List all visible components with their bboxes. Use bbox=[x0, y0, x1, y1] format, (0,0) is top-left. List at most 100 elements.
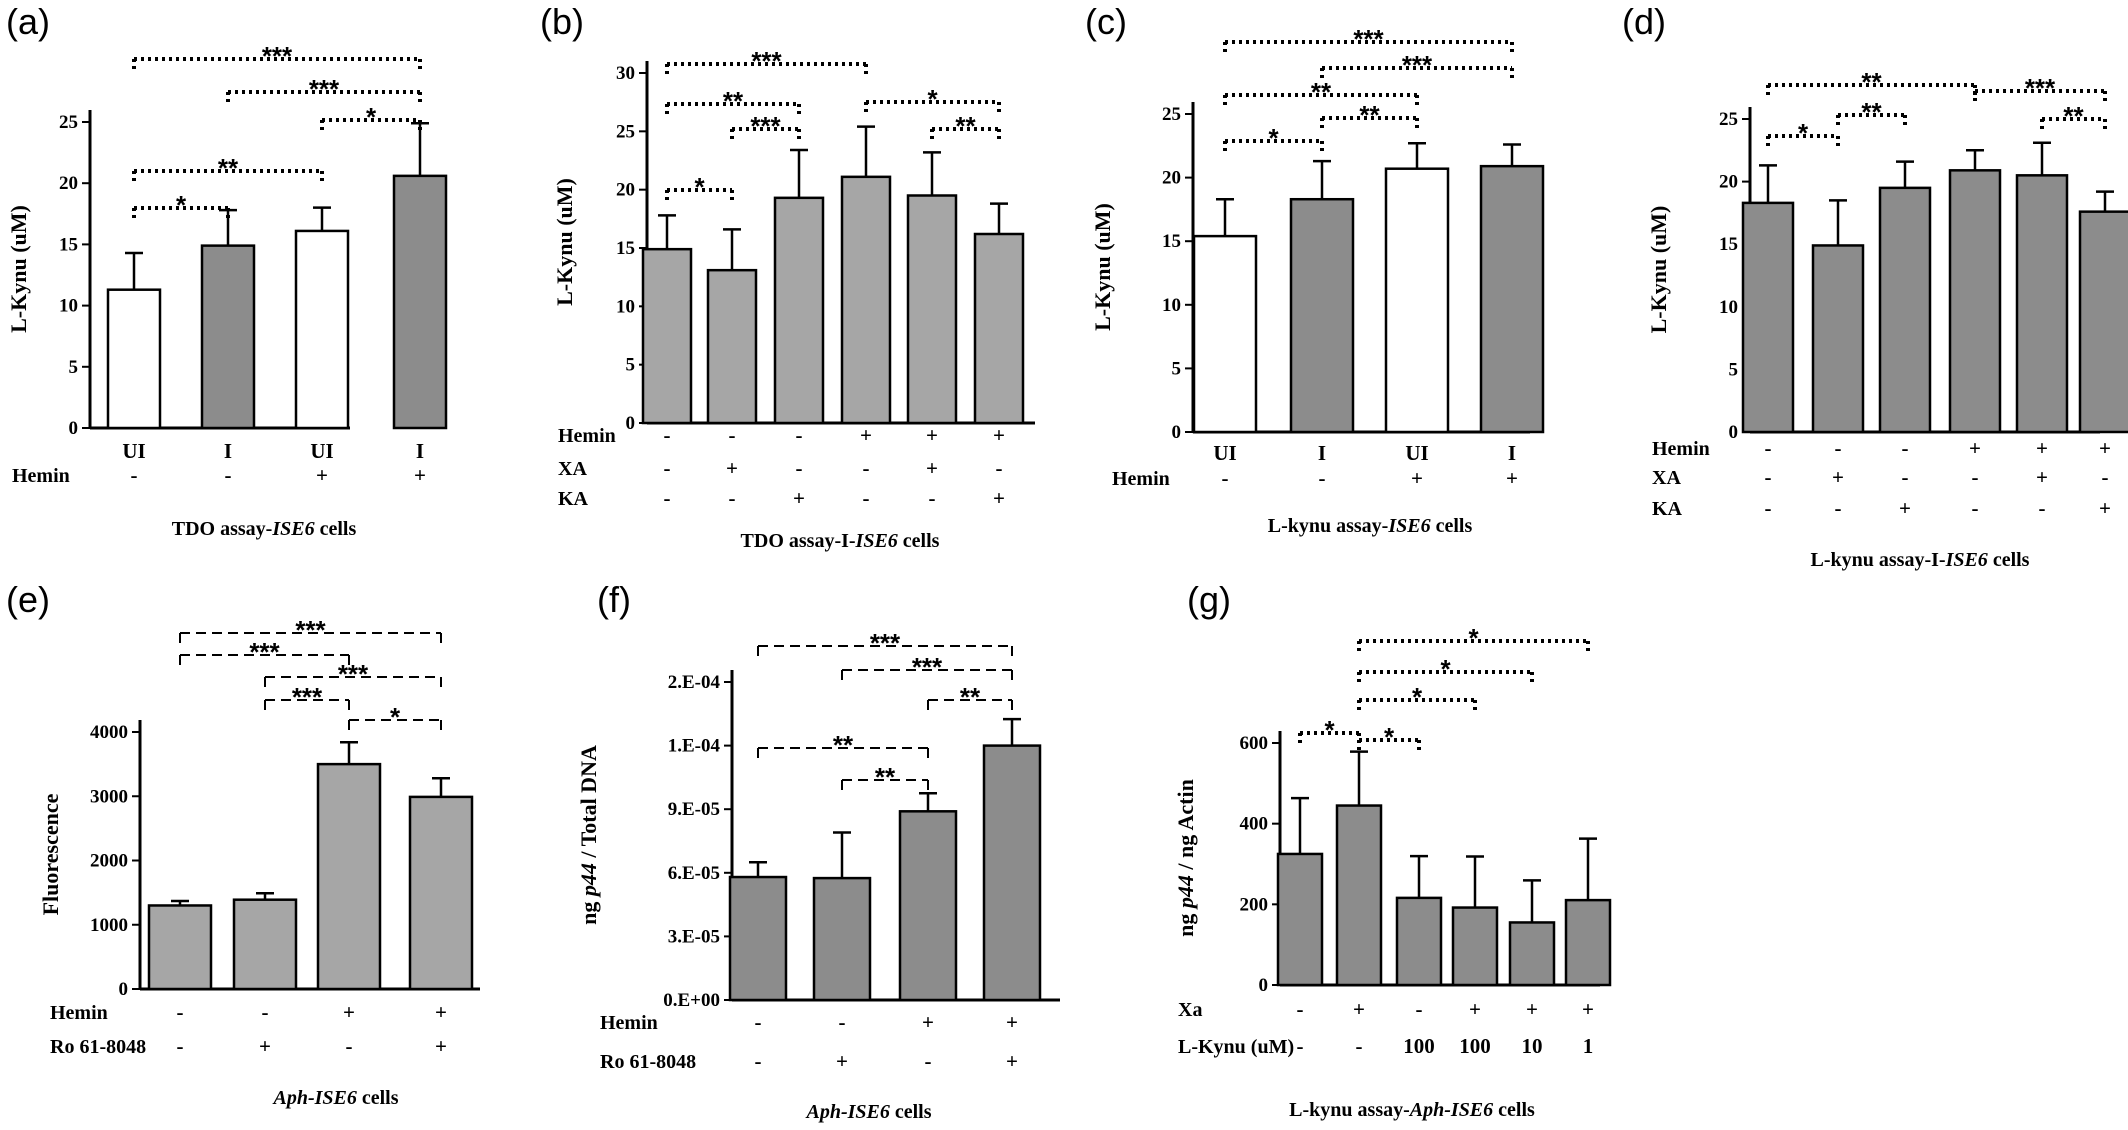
significance-label: *** bbox=[912, 652, 943, 682]
condition-symbol: - bbox=[346, 1034, 353, 1058]
significance-bracket: ** bbox=[132, 153, 324, 183]
y-tick-label: 2000 bbox=[90, 851, 128, 872]
condition-symbol: + bbox=[793, 486, 805, 510]
y-tick-label: 15 bbox=[616, 238, 635, 259]
condition-symbol: - bbox=[1835, 496, 1842, 520]
significance-label: *** bbox=[262, 41, 293, 71]
y-tick-label: 25 bbox=[1162, 104, 1181, 125]
condition-symbol: - bbox=[796, 423, 803, 447]
y-tick-label: 10 bbox=[616, 296, 635, 317]
y-tick-label: 0 bbox=[1172, 422, 1182, 443]
significance-bracket: *** bbox=[730, 111, 801, 141]
condition-symbol: + bbox=[1469, 997, 1481, 1021]
condition-symbol: - bbox=[1972, 496, 1979, 520]
condition-symbol: - bbox=[729, 423, 736, 447]
condition-symbol: - bbox=[225, 463, 232, 487]
bar bbox=[1276, 852, 1324, 987]
condition-label: XA bbox=[1652, 467, 1681, 489]
condition-symbol: + bbox=[2099, 496, 2111, 520]
condition-symbol: + bbox=[993, 423, 1005, 447]
significance-label: *** bbox=[750, 111, 781, 141]
panel-letter: (e) bbox=[6, 579, 50, 620]
condition-label: Xa bbox=[1178, 999, 1202, 1021]
y-tick-label: 30 bbox=[616, 63, 635, 84]
bar bbox=[1948, 169, 2002, 434]
significance-label: * bbox=[1412, 682, 1423, 712]
y-tick-label: 5 bbox=[626, 355, 636, 376]
significance-label: ** bbox=[1861, 67, 1882, 97]
panel-letter: (f) bbox=[597, 579, 631, 620]
condition-symbol: UI bbox=[122, 439, 145, 463]
significance-label: *** bbox=[309, 74, 340, 104]
condition-label: L-Kynu (uM) bbox=[1178, 1036, 1294, 1058]
condition-symbol: - bbox=[177, 1000, 184, 1024]
significance-bracket: ** bbox=[930, 111, 1001, 141]
y-tick-label: 5 bbox=[69, 357, 79, 378]
condition-symbol: - bbox=[839, 1010, 846, 1034]
bar bbox=[1451, 906, 1499, 987]
condition-symbol: I bbox=[416, 439, 424, 463]
significance-label: ** bbox=[1311, 77, 1332, 107]
significance-bracket: *** bbox=[179, 615, 442, 645]
bar bbox=[232, 898, 298, 991]
bar bbox=[906, 194, 958, 425]
significance-bracket: ** bbox=[665, 86, 801, 116]
bar bbox=[1384, 167, 1450, 434]
condition-symbol: I bbox=[1318, 441, 1326, 465]
condition-symbol: - bbox=[1765, 465, 1772, 489]
condition-symbol: - bbox=[796, 456, 803, 480]
condition-symbol: I bbox=[224, 439, 232, 463]
y-tick-label: 600 bbox=[1240, 733, 1269, 754]
y-tick-label: 6.E-05 bbox=[668, 863, 720, 884]
significance-label: * bbox=[1468, 623, 1479, 653]
condition-symbol: - bbox=[664, 423, 671, 447]
y-axis-label: ng p44 / ng Actin bbox=[1173, 779, 1198, 937]
significance-bracket: ** bbox=[1320, 100, 1419, 130]
significance-bracket: *** bbox=[1320, 50, 1514, 80]
significance-label: *** bbox=[870, 628, 901, 658]
significance-label: *** bbox=[751, 46, 782, 76]
condition-symbol: + bbox=[926, 423, 938, 447]
condition-symbol: + bbox=[259, 1034, 271, 1058]
significance-label: ** bbox=[955, 111, 976, 141]
condition-symbol: - bbox=[664, 486, 671, 510]
bar bbox=[294, 229, 350, 430]
condition-symbol: - bbox=[1356, 1034, 1363, 1058]
condition-symbol: UI bbox=[1405, 441, 1428, 465]
condition-symbol: + bbox=[993, 486, 1005, 510]
condition-symbol: - bbox=[729, 486, 736, 510]
panel-caption: L-kynu assay-I-ISE6 cells bbox=[1811, 549, 2030, 571]
y-tick-label: 15 bbox=[1719, 234, 1738, 255]
y-tick-label: 20 bbox=[1719, 172, 1738, 193]
condition-label: Ro 61-8048 bbox=[50, 1036, 146, 1058]
significance-label: * bbox=[694, 172, 705, 202]
condition-symbol: UI bbox=[1213, 441, 1236, 465]
significance-bracket: *** bbox=[1223, 24, 1514, 54]
condition-symbol: + bbox=[2099, 436, 2111, 460]
condition-symbol: + bbox=[343, 1000, 355, 1024]
bar bbox=[200, 244, 256, 430]
condition-symbol: I bbox=[1508, 441, 1516, 465]
significance-bracket: *** bbox=[757, 628, 1013, 658]
condition-label: Ro 61-8048 bbox=[600, 1051, 696, 1073]
condition-symbol: + bbox=[435, 1034, 447, 1058]
condition-symbol: - bbox=[863, 486, 870, 510]
bar bbox=[2078, 210, 2128, 434]
condition-symbol: - bbox=[1902, 465, 1909, 489]
significance-label: *** bbox=[1402, 50, 1433, 80]
y-tick-label: 20 bbox=[1162, 168, 1181, 189]
bar bbox=[812, 876, 872, 1002]
significance-bracket: ** bbox=[1836, 97, 1907, 127]
bar bbox=[1878, 186, 1932, 434]
significance-label: * bbox=[366, 102, 377, 132]
y-tick-label: 0 bbox=[1259, 975, 1269, 996]
chart-panel-g: (g) 0 200 400 600 ng p44 / ng Actin Xa - + - + + + L-… bbox=[1173, 579, 1612, 1121]
panel-caption: Aph-ISE6 cells bbox=[271, 1087, 398, 1109]
significance-bracket: *** bbox=[179, 637, 350, 667]
significance-label: ** bbox=[960, 682, 981, 712]
condition-symbol: + bbox=[2036, 465, 2048, 489]
significance-label: ** bbox=[1861, 97, 1882, 127]
significance-label: * bbox=[176, 190, 187, 220]
y-tick-label: 5 bbox=[1172, 358, 1182, 379]
significance-bracket: * bbox=[1357, 682, 1477, 712]
